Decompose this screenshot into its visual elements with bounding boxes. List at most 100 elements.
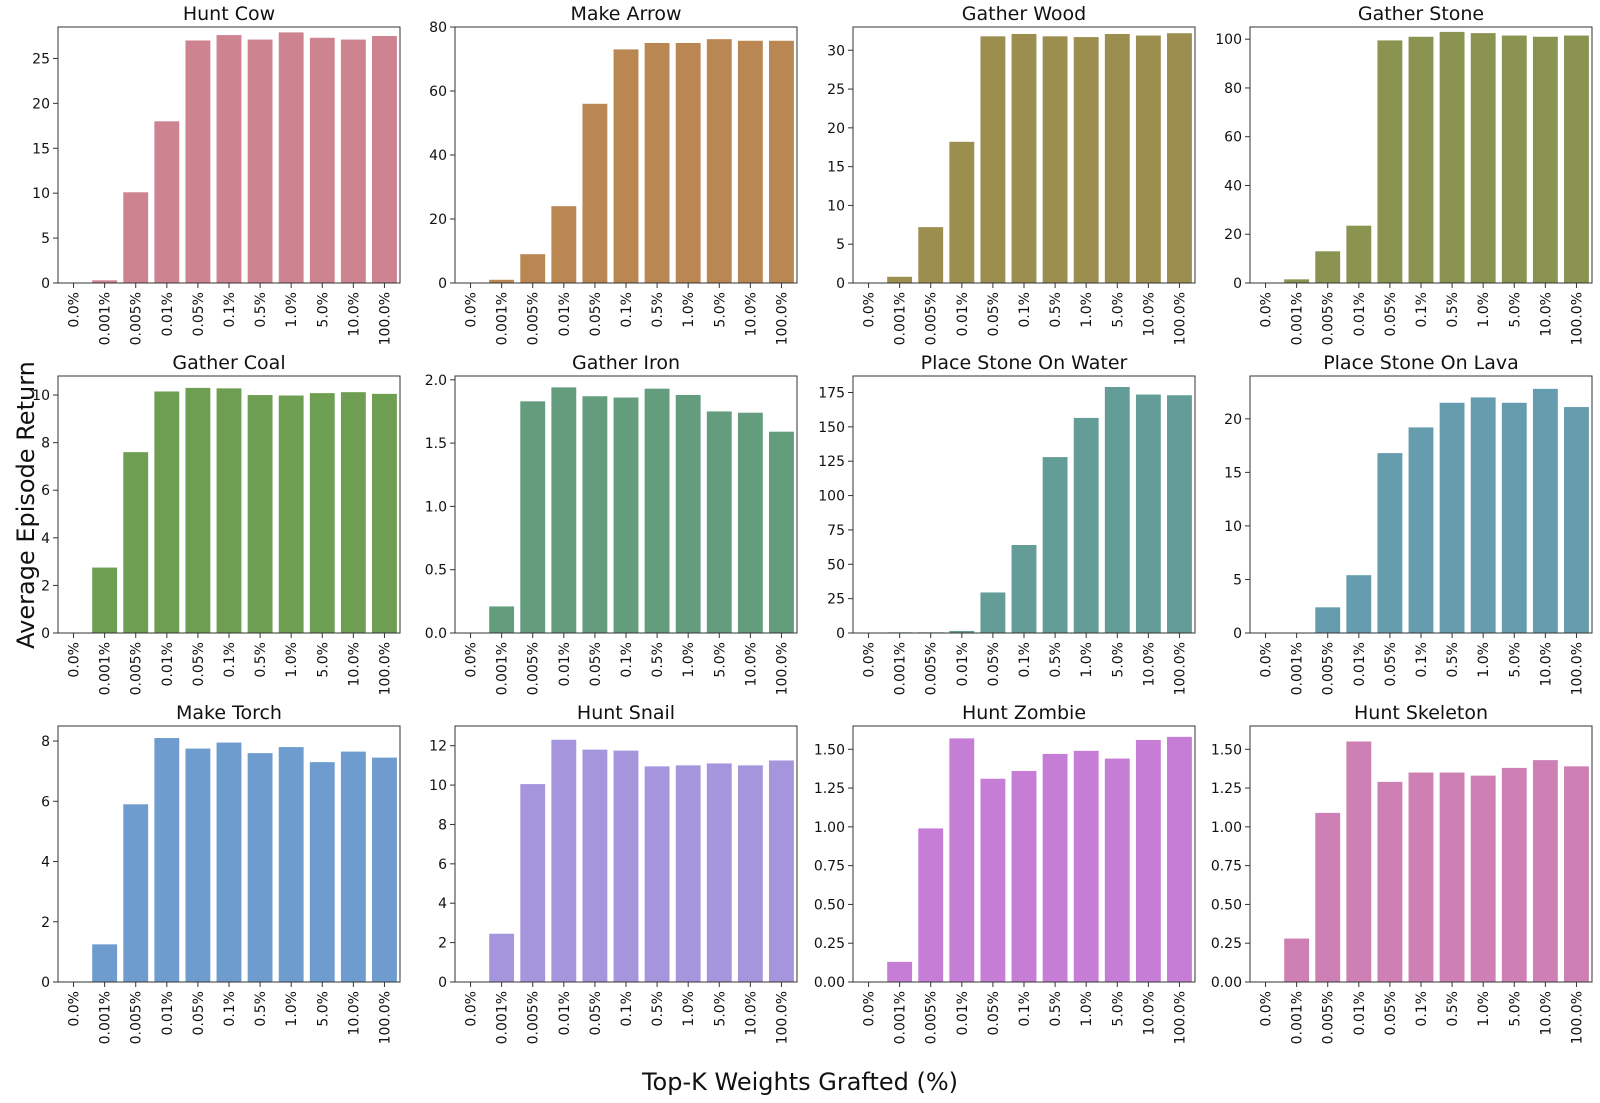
- bar: [340, 39, 366, 283]
- bar: [1167, 33, 1192, 284]
- bar: [582, 396, 608, 633]
- panel-title: Hunt Snail: [577, 702, 675, 724]
- bar: [1470, 33, 1496, 283]
- bar: [1284, 279, 1310, 283]
- bar: [278, 747, 304, 982]
- panel-title: Make Torch: [176, 702, 282, 724]
- x-tick-label: 5.0%: [1110, 642, 1126, 678]
- x-tick-label: 0.005%: [924, 991, 940, 1044]
- x-tick-label: 100.0%: [1172, 642, 1188, 695]
- bar: [613, 49, 639, 284]
- bar: [737, 40, 763, 284]
- x-tick-label: 0.1%: [619, 642, 635, 678]
- x-tick-label: 100.0%: [774, 292, 790, 345]
- y-tick-label: 100: [1215, 32, 1242, 48]
- y-tick-label: 60: [1224, 130, 1242, 146]
- bar: [949, 630, 975, 633]
- panel-make-arrow: Make Arrow 0 20 40 60 80 0.0% 0.001% 0.005% 0.01%…: [429, 3, 798, 345]
- bar: [675, 394, 701, 633]
- y-tick-label: 0: [41, 276, 50, 292]
- x-tick-label: 0.05%: [986, 292, 1002, 336]
- x-tick-label: 0.1%: [1017, 642, 1033, 678]
- y-tick-label: 100: [818, 489, 845, 505]
- bar: [613, 750, 639, 982]
- x-tick-label: 10.0%: [743, 991, 759, 1035]
- x-tick-label: 0.001%: [1290, 642, 1306, 695]
- y-tick-label: 20: [1224, 412, 1242, 428]
- y-tick-label: 0: [438, 276, 447, 292]
- bar: [247, 395, 273, 633]
- bar: [706, 763, 732, 982]
- x-tick-label: 0.001%: [98, 991, 114, 1044]
- y-tick-label: 1.25: [814, 781, 845, 797]
- y-tick-label: 5: [1233, 572, 1242, 588]
- panel-title: Place Stone On Water: [921, 352, 1128, 374]
- x-tick-label: 0.5%: [1445, 991, 1461, 1027]
- figure-y-axis-label: Average Episode Return: [12, 361, 40, 649]
- y-tick-label: 12: [429, 739, 447, 755]
- x-tick-label: 0.001%: [495, 991, 511, 1044]
- bar: [1408, 36, 1434, 283]
- bar: [949, 738, 975, 982]
- x-tick-label: 10.0%: [743, 292, 759, 336]
- y-tick-label: 25: [827, 82, 845, 98]
- bar: [551, 206, 577, 283]
- y-tick-label: 25: [827, 592, 845, 608]
- panel-title: Gather Iron: [572, 352, 680, 374]
- x-tick-label: 5.0%: [712, 991, 728, 1027]
- bar: [706, 411, 732, 633]
- panel-hunt-cow: Hunt Cow 0 5 10 15 20 25 0.0% 0.001% 0.005% 0.01% 0…: [32, 3, 401, 345]
- y-tick-label: 8: [41, 436, 50, 452]
- y-tick-label: 15: [1224, 465, 1242, 481]
- x-tick-label: 1.0%: [1079, 642, 1095, 678]
- bar: [309, 393, 335, 633]
- bar: [551, 739, 577, 982]
- y-tick-label: 75: [827, 523, 845, 539]
- bar: [489, 279, 515, 283]
- y-tick-label: 10: [827, 198, 845, 214]
- y-tick-label: 20: [1224, 227, 1242, 243]
- bar: [489, 606, 515, 633]
- x-tick-label: 0.0%: [464, 642, 480, 678]
- panel-hunt-skeleton: Hunt Skeleton 0.00 0.25 0.50 0.75 1.00 1.25 1.5…: [1211, 702, 1593, 1044]
- bar: [1073, 417, 1099, 633]
- y-tick-label: 1.00: [1211, 820, 1242, 836]
- bar: [520, 254, 546, 283]
- x-tick-label: 0.5%: [253, 991, 269, 1027]
- y-tick-label: 10: [32, 186, 50, 202]
- y-tick-label: 1.50: [1211, 742, 1242, 758]
- x-tick-label: 0.0%: [464, 991, 480, 1027]
- x-tick-label: 0.1%: [1414, 991, 1430, 1027]
- panel-title: Hunt Cow: [183, 3, 275, 25]
- bar: [1284, 938, 1310, 982]
- x-tick-label: 0.01%: [1352, 642, 1368, 686]
- bar: [706, 39, 732, 283]
- bar: [644, 766, 670, 982]
- bar: [613, 397, 639, 633]
- bar: [1501, 402, 1527, 633]
- bar: [582, 749, 608, 982]
- bar: [1408, 427, 1434, 633]
- bar: [1564, 35, 1589, 283]
- x-tick-label: 0.01%: [557, 642, 573, 686]
- bar: [582, 103, 608, 283]
- bar: [123, 452, 149, 633]
- bar: [644, 43, 670, 283]
- y-tick-label: 0.25: [1211, 936, 1242, 952]
- x-tick-label: 0.1%: [1414, 292, 1430, 328]
- bar: [1073, 37, 1099, 283]
- x-tick-label: 0.5%: [253, 292, 269, 328]
- panel-title: Hunt Skeleton: [1354, 702, 1488, 724]
- x-tick-label: 10.0%: [346, 292, 362, 336]
- bar: [1011, 33, 1037, 284]
- x-tick-label: 0.05%: [986, 642, 1002, 686]
- x-tick-label: 1.0%: [681, 991, 697, 1027]
- y-tick-label: 0: [836, 276, 845, 292]
- x-tick-label: 5.0%: [1110, 991, 1126, 1027]
- bar: [1135, 394, 1161, 633]
- y-tick-label: 125: [818, 454, 845, 470]
- x-tick-label: 10.0%: [346, 642, 362, 686]
- x-tick-label: 0.5%: [1048, 991, 1064, 1027]
- bar: [1315, 607, 1341, 633]
